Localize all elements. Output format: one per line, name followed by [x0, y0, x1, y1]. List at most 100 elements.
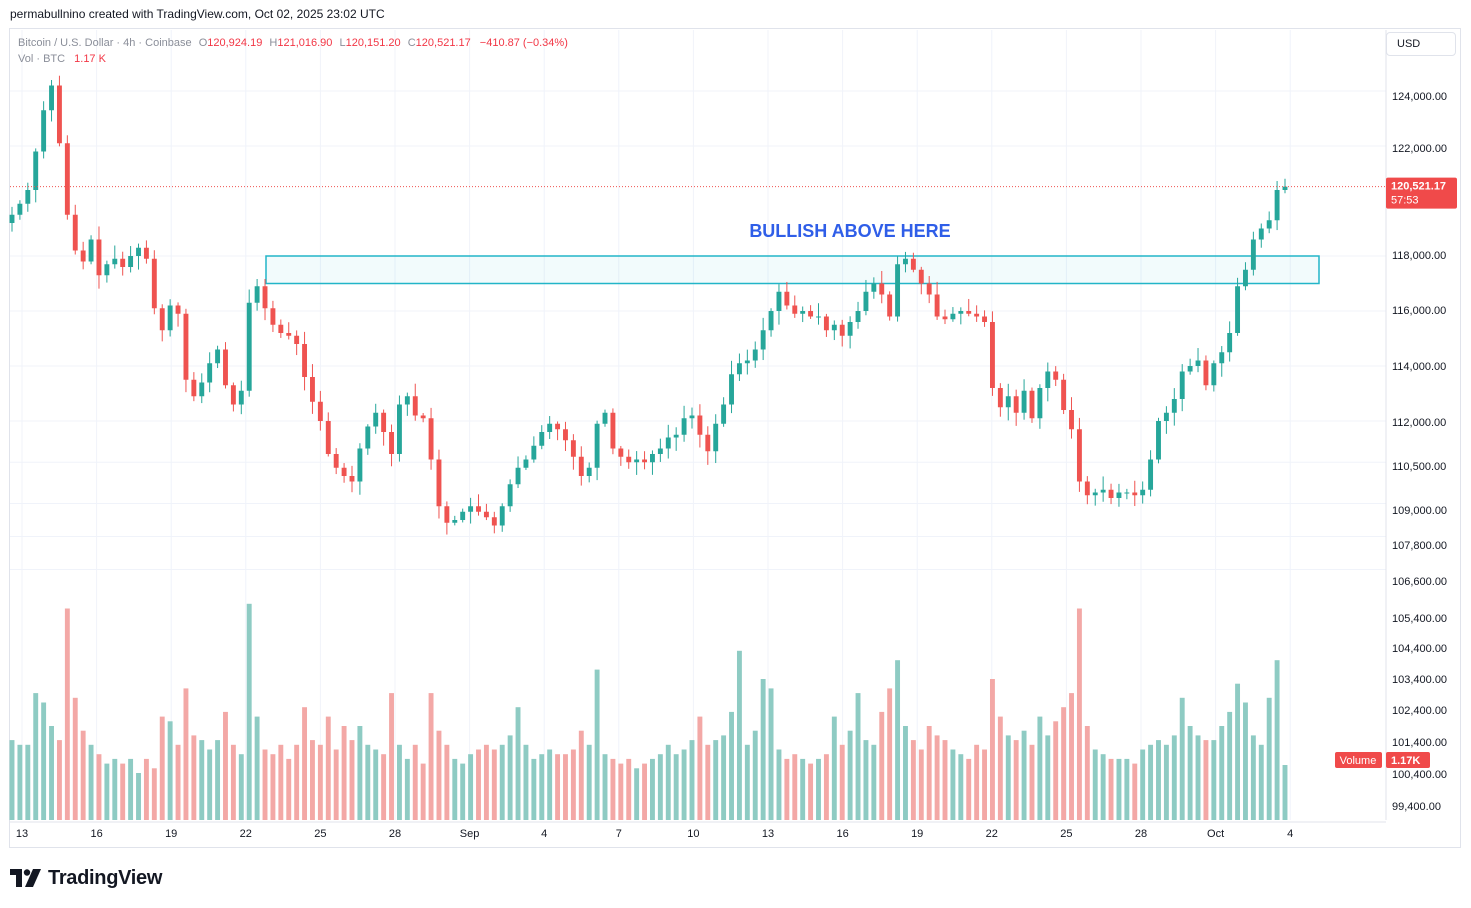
bullish-zone-rect[interactable]: [265, 255, 1320, 285]
volume-bar: [910, 740, 916, 820]
volume-bar: [1132, 763, 1138, 820]
volume-bar: [349, 740, 355, 820]
candle-body: [199, 382, 205, 397]
candle-body: [1187, 366, 1193, 372]
volume-bar: [404, 758, 410, 820]
volume-bar: [871, 744, 877, 820]
candle-body: [855, 311, 861, 322]
volume-bar: [887, 688, 893, 820]
volume-bar: [191, 735, 197, 820]
candle-body: [1116, 492, 1122, 498]
volume-bar: [1156, 740, 1161, 820]
price-tick-label: 107,800.00: [1392, 540, 1447, 552]
candle-body: [476, 506, 481, 512]
candle-body: [1021, 390, 1027, 413]
candle-body: [1069, 410, 1074, 430]
price-tick-label: 124,000.00: [1392, 91, 1447, 103]
volume-bar: [1053, 721, 1059, 820]
volume-bar: [72, 697, 78, 820]
candle-body: [1037, 388, 1043, 419]
candle-body: [1195, 360, 1201, 366]
volume-bar: [895, 660, 901, 820]
legend-ohlc-row: Bitcoin / U.S. Dollar · 4h · Coinbase O1…: [18, 37, 568, 49]
candle-body: [1100, 489, 1106, 493]
volume-bar: [823, 754, 829, 820]
volume-bar: [341, 726, 347, 820]
volume-bar: [207, 749, 213, 820]
candle-body: [325, 421, 331, 454]
candle-body: [151, 258, 157, 309]
candle-body: [1148, 459, 1154, 490]
candle-body: [997, 388, 1003, 408]
volume-bar: [934, 735, 940, 820]
volume-bar: [997, 716, 1003, 820]
volume-bar: [958, 754, 964, 820]
volume-bar: [112, 758, 118, 820]
badges: 120,521.17 57:53 Volume 1.17K: [1335, 177, 1457, 768]
price-tick-label: 103,400.00: [1392, 674, 1447, 686]
volume-bar: [634, 768, 640, 820]
volume-bar: [610, 758, 616, 820]
candle-body: [887, 294, 893, 317]
volume-bar: [1211, 740, 1217, 820]
candle-body: [808, 311, 814, 317]
volume-bar: [381, 754, 387, 820]
volume-bar: [1021, 730, 1027, 820]
candle-body: [1029, 390, 1035, 419]
candle-body: [1061, 379, 1067, 410]
candle-body: [610, 412, 616, 449]
candle-body: [570, 440, 576, 457]
date-tick-label: 4: [1287, 828, 1293, 840]
date-tick-label: 13: [762, 828, 774, 840]
candle-body: [657, 448, 663, 454]
volume-bar: [1076, 608, 1082, 820]
volume-bar: [736, 650, 742, 820]
volume-bar: [547, 749, 553, 820]
candle-body: [278, 324, 284, 333]
candle-body: [262, 286, 268, 309]
candle-body: [966, 311, 972, 314]
candle-body: [1266, 220, 1272, 229]
volume-bar: [752, 730, 758, 820]
candle-body: [412, 396, 418, 416]
volume-bar: [650, 758, 655, 820]
candle-body: [729, 374, 734, 405]
volume-bar: [317, 744, 323, 820]
date-tick-label: 28: [389, 828, 401, 840]
volume-bar: [839, 744, 845, 820]
volume-bar: [1084, 726, 1090, 820]
candle-body: [341, 467, 347, 476]
chart-credit: permabullnino created with TradingView.c…: [10, 7, 385, 21]
volume-value-text: 1.17K: [1391, 755, 1420, 767]
candle-body: [736, 363, 742, 375]
currency-button[interactable]: USD: [1386, 32, 1456, 56]
volume-bar: [302, 707, 308, 820]
volume-bar: [64, 608, 70, 820]
volume-bar: [760, 679, 766, 820]
candle-body: [950, 313, 956, 320]
candle-body: [404, 396, 410, 405]
volume-bar: [136, 773, 141, 820]
volume-bar: [1227, 711, 1233, 820]
volume-bar: [17, 744, 23, 820]
candle-body: [96, 239, 102, 276]
candle-body: [286, 333, 292, 336]
candle-body: [831, 324, 837, 331]
candle-body: [143, 247, 149, 259]
tradingview-icon: [10, 869, 41, 887]
volume-bar: [151, 768, 157, 820]
date-tick-label: 7: [616, 828, 622, 840]
tradingview-logo[interactable]: TradingView: [10, 866, 162, 890]
price-tick-label: 106,600.00: [1392, 576, 1447, 588]
candle-body: [452, 520, 458, 523]
price-tick-label: 105,400.00: [1392, 613, 1447, 625]
volume-bar: [523, 744, 529, 820]
candle-body: [365, 426, 371, 449]
candle-body: [444, 506, 450, 523]
price-tick-label: 118,000.00: [1392, 250, 1446, 262]
price-tick-label: 109,000.00: [1392, 505, 1447, 517]
candle-body: [1140, 489, 1146, 496]
volume-bar: [816, 758, 821, 820]
candle-body: [349, 476, 355, 482]
